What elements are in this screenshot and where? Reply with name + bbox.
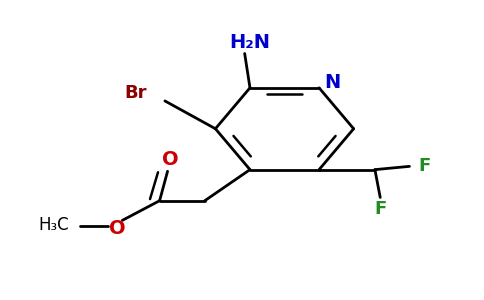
Text: F: F (374, 200, 386, 218)
Text: O: O (109, 219, 125, 238)
Text: H₂N: H₂N (229, 32, 271, 52)
Text: H₃C: H₃C (38, 216, 69, 234)
Text: O: O (162, 150, 179, 169)
Text: Br: Br (124, 84, 147, 102)
Text: N: N (324, 74, 341, 92)
Text: F: F (418, 158, 430, 175)
